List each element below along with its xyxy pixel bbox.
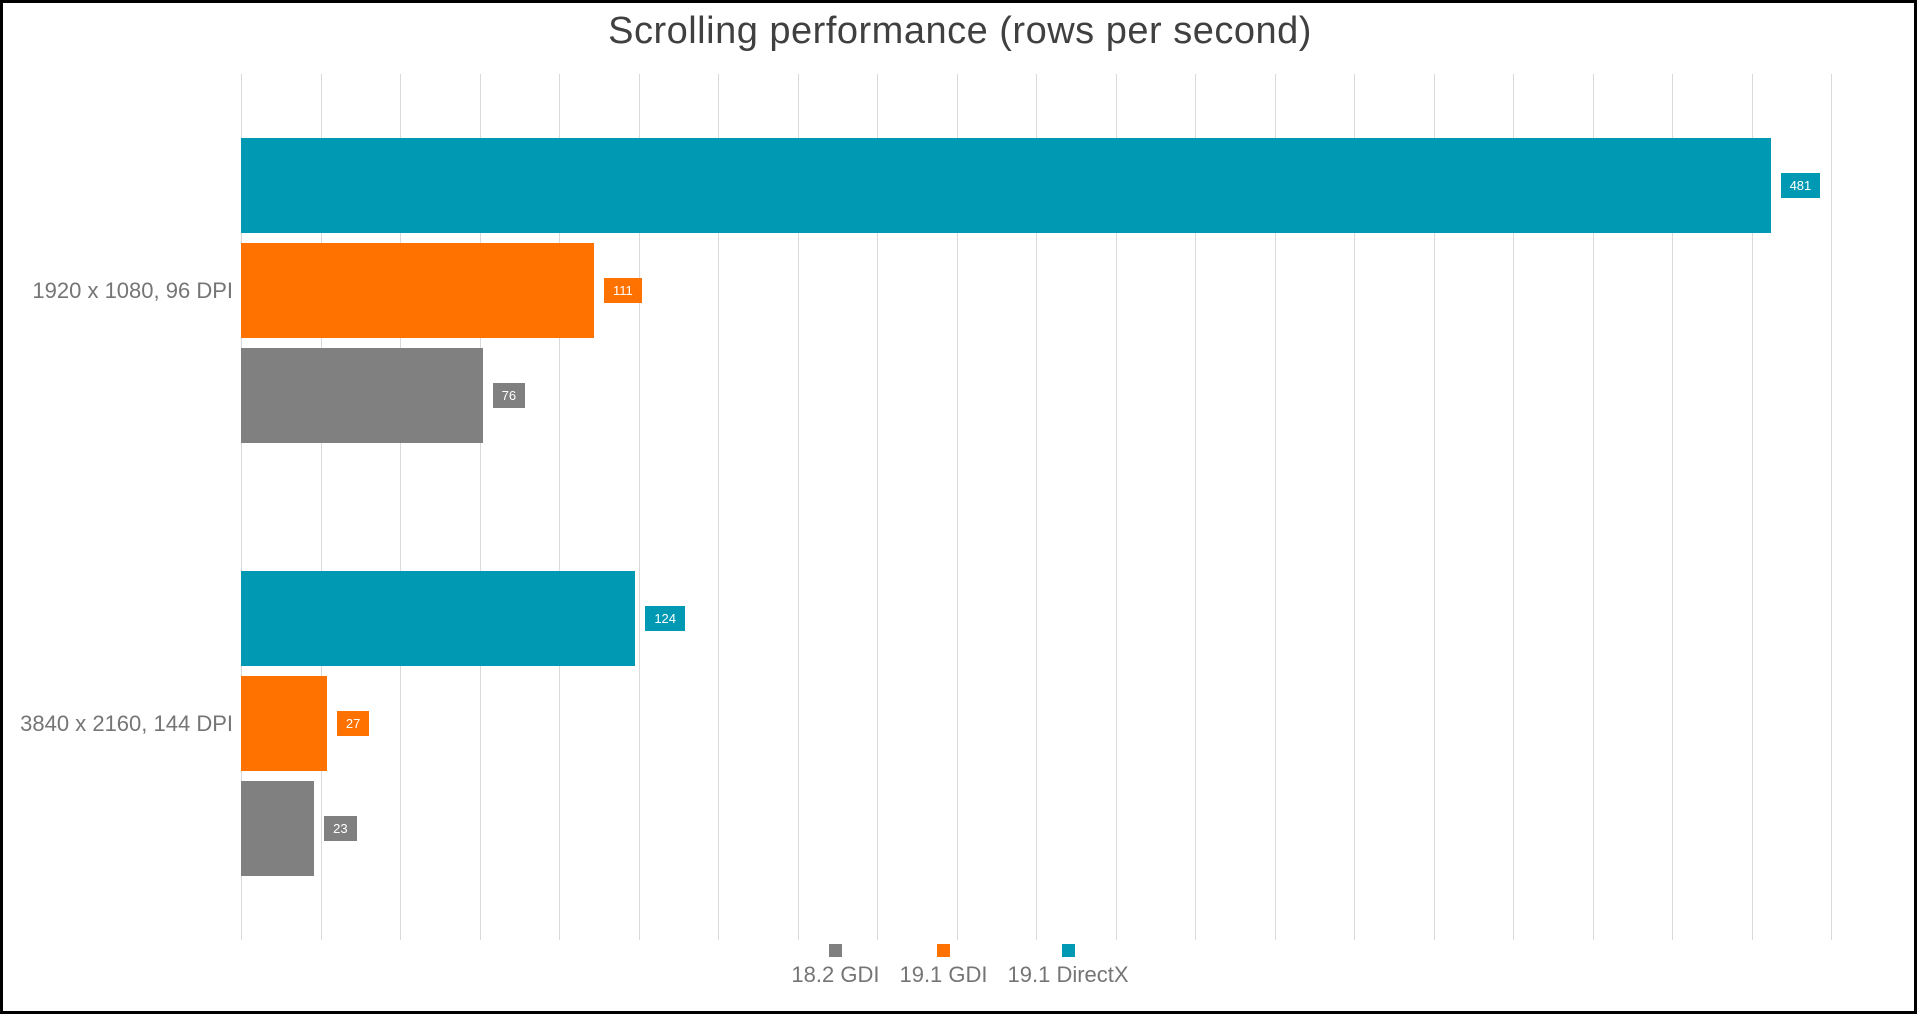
- bar-value-label: 481: [1780, 173, 1821, 198]
- category-label-3840x2160: 3840 x 2160, 144 DPI: [20, 710, 233, 736]
- gridline: [1274, 74, 1276, 940]
- bar-value-label: 23: [324, 816, 357, 841]
- gridline: [1672, 74, 1673, 940]
- legend-item-19-1-gdi: 19.1 GDI: [899, 944, 988, 988]
- gridline: [1036, 74, 1037, 940]
- legend-marker-icon: [828, 944, 842, 957]
- bar-19-1-directx: [241, 138, 1771, 233]
- gridline: [559, 74, 560, 940]
- gridline: [400, 74, 401, 940]
- chart-title: Scrolling performance (rows per second): [608, 10, 1312, 52]
- legend-item-19-1-directx: 19.1 DirectX: [1008, 944, 1129, 988]
- gridline: [1354, 74, 1355, 940]
- bar-value-label: 76: [492, 383, 526, 408]
- gridline: [1115, 74, 1117, 940]
- legend-marker-icon: [1061, 944, 1075, 957]
- plot-area: 481 111 76 124 27 23: [241, 74, 1832, 940]
- legend-label: 19.1 GDI: [899, 962, 988, 987]
- gridline: [797, 74, 799, 940]
- gridline: [479, 74, 481, 940]
- bar-19-1-gdi: [241, 243, 594, 338]
- gridline: [1831, 74, 1832, 940]
- gridline: [1513, 74, 1514, 940]
- legend-item-18-2-gdi: 18.2 GDI: [791, 944, 879, 988]
- legend-label: 19.1 DirectX: [1007, 962, 1129, 987]
- gridline: [638, 74, 640, 940]
- gridline: [241, 74, 242, 940]
- gridline: [877, 74, 878, 940]
- bar-value-label: 111: [603, 278, 642, 303]
- gridline: [1195, 74, 1196, 940]
- category-label-1920x1080: 1920 x 1080, 96 DPI: [32, 277, 233, 303]
- legend-label: 18.2 GDI: [791, 962, 880, 987]
- bar-18-2-gdi: [241, 348, 483, 443]
- gridline: [1592, 74, 1594, 940]
- gridline: [718, 74, 719, 940]
- legend: 18.2 GDI 19.1 GDI 19.1 DirectX: [0, 944, 1920, 988]
- legend-marker-icon: [936, 944, 950, 957]
- gridline: [956, 74, 958, 940]
- bar-value-label: 124: [645, 606, 686, 631]
- bar-18-2-gdi: [241, 781, 315, 876]
- bar-value-label: 27: [336, 711, 370, 736]
- gridline: [1433, 74, 1435, 940]
- bar-19-1-gdi: [241, 676, 327, 771]
- bar-19-1-directx: [241, 571, 636, 666]
- gridline: [320, 74, 322, 940]
- gridline: [1751, 74, 1753, 940]
